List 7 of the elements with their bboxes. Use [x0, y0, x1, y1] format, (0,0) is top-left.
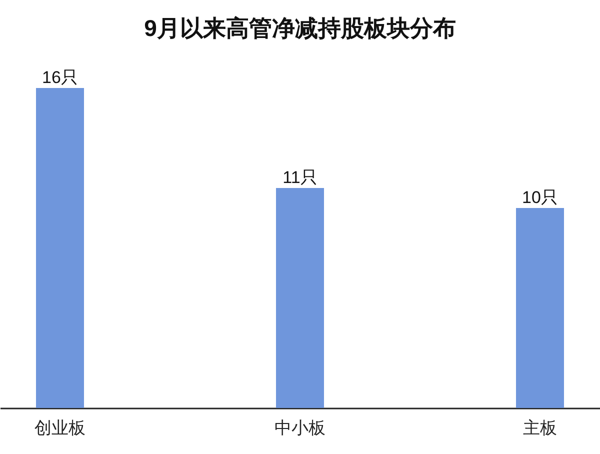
chart-title: 9月以来高管净减持股板块分布 — [144, 15, 456, 41]
data-label: 10只 — [522, 188, 558, 207]
x-tick-label: 主板 — [523, 418, 557, 438]
x-tick-label: 中小板 — [274, 418, 326, 438]
x-tick-label: 创业板 — [34, 418, 86, 438]
data-label: 16只 — [42, 68, 78, 87]
data-label: 11只 — [282, 168, 318, 187]
